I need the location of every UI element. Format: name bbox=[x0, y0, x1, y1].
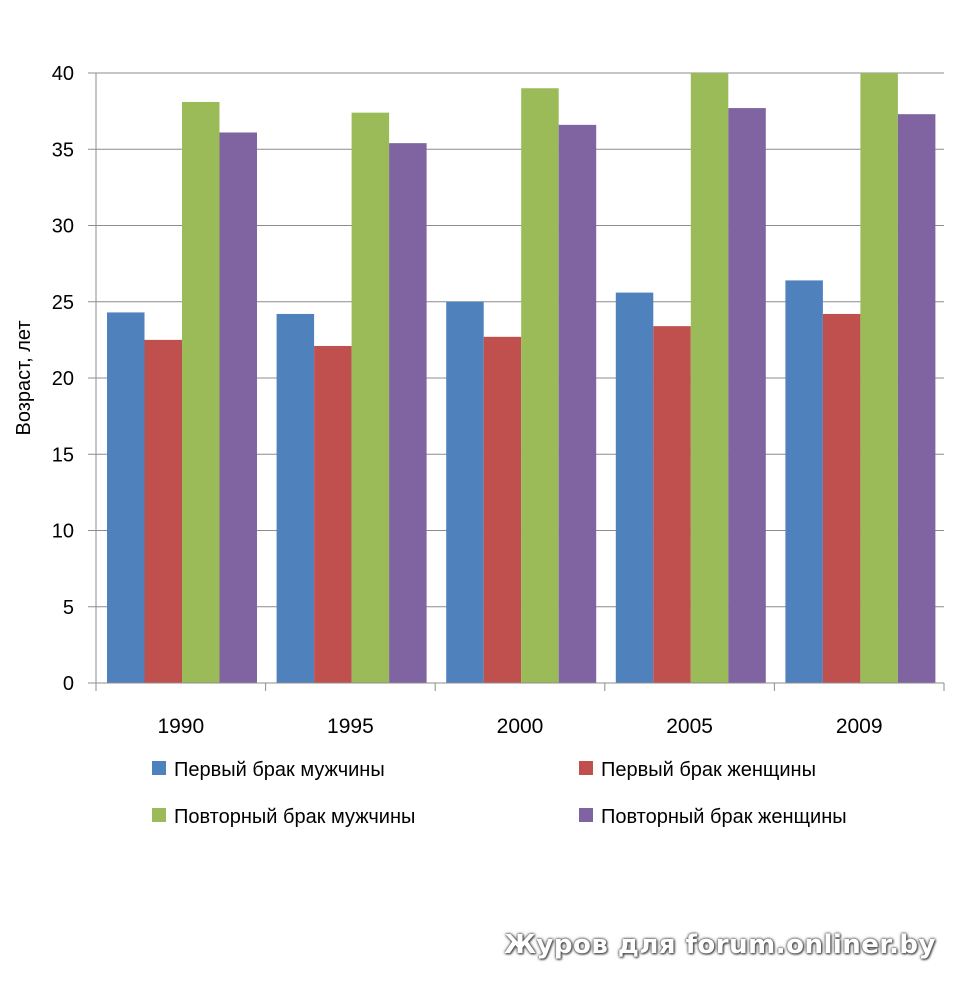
x-tick-label: 2005 bbox=[666, 715, 713, 738]
bar bbox=[897, 114, 936, 684]
bar bbox=[653, 326, 691, 683]
legend-swatch bbox=[579, 761, 593, 775]
bar bbox=[219, 132, 257, 684]
x-tick-label: 2009 bbox=[836, 715, 883, 738]
bar bbox=[314, 345, 352, 683]
y-tick-label: 30 bbox=[52, 216, 74, 238]
bar bbox=[276, 313, 315, 683]
bar bbox=[107, 312, 145, 683]
x-tick-label: 1990 bbox=[157, 715, 204, 738]
x-tick-label: 1995 bbox=[327, 715, 374, 738]
bar bbox=[785, 280, 823, 683]
bar bbox=[483, 336, 522, 683]
bar bbox=[615, 292, 654, 683]
legend-label: Повторный брак мужчины bbox=[174, 806, 415, 828]
legend-label: Первый брак мужчины bbox=[174, 759, 385, 781]
legend-swatch bbox=[152, 761, 166, 775]
legend-label: Повторный брак женщины bbox=[601, 806, 847, 828]
axes: 0 5 10 15 20 25 30 35 40 1990 1995 2000 2005 2009 bbox=[52, 63, 945, 738]
y-tick-label: 25 bbox=[52, 292, 74, 314]
bar bbox=[860, 73, 898, 683]
y-tick-label: 5 bbox=[63, 597, 74, 619]
bar bbox=[822, 313, 861, 683]
y-tick-label: 40 bbox=[52, 63, 74, 85]
bar bbox=[144, 339, 182, 683]
y-tick-label: 15 bbox=[52, 444, 74, 466]
y-axis-label: Возраст, лет bbox=[13, 321, 35, 436]
y-tick-label: 20 bbox=[52, 368, 74, 390]
bar bbox=[182, 101, 220, 684]
bar bbox=[351, 112, 390, 683]
bar bbox=[558, 124, 597, 684]
bar bbox=[690, 73, 729, 683]
y-tick-label: 0 bbox=[63, 673, 74, 695]
y-tick-label: 10 bbox=[52, 521, 74, 543]
bar bbox=[521, 88, 559, 683]
bar bbox=[389, 143, 427, 683]
x-tick-label: 2000 bbox=[497, 715, 544, 738]
legend-swatch bbox=[579, 808, 593, 822]
legend: Первый брак мужчины Первый брак женщины По… bbox=[152, 759, 847, 828]
bar bbox=[728, 108, 766, 683]
legend-swatch bbox=[152, 808, 166, 822]
y-tick-label: 35 bbox=[52, 139, 74, 161]
bars bbox=[107, 73, 936, 684]
watermark: Журов для forum.onliner.by bbox=[504, 930, 936, 960]
legend-label: Первый брак женщины bbox=[601, 759, 816, 781]
bar bbox=[446, 301, 484, 683]
